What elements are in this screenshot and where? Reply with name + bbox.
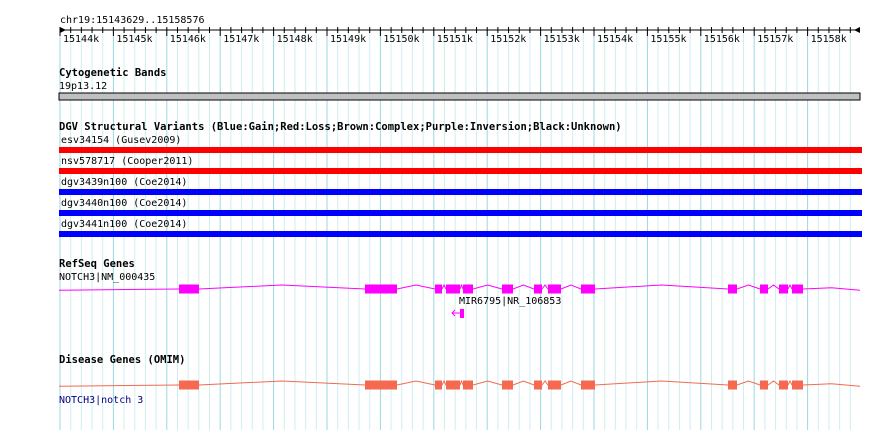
ruler-tick-label: 15152k	[490, 34, 527, 45]
ruler-tick-label: 15153k	[543, 34, 580, 45]
refseq-exon	[179, 284, 199, 294]
dgv-track-title[interactable]: DGV Structural Variants (Blue:Gain;Red:L…	[59, 121, 622, 133]
omim-exon	[365, 380, 397, 390]
ruler-tick-label: 15156k	[703, 34, 740, 45]
ruler-tick-label: 15154k	[597, 34, 634, 45]
refseq-exon	[534, 284, 542, 294]
refseq-exon	[548, 284, 561, 294]
ruler-tick-label: 15155k	[650, 34, 687, 45]
dgv-feature-bar[interactable]	[59, 189, 862, 195]
refseq-exon	[463, 284, 473, 294]
omim-exon	[446, 380, 460, 390]
refseq-exon	[365, 284, 397, 294]
dgv-feature-bar[interactable]	[59, 147, 862, 153]
refseq-exon	[502, 284, 513, 294]
refseq-track-title[interactable]: RefSeq Genes	[59, 258, 135, 270]
ruler-tick-label: 15158k	[810, 34, 847, 45]
ruler-tick-label: 15147k	[223, 34, 260, 45]
dgv-feature-label[interactable]: nsv578717 (Cooper2011)	[61, 156, 194, 167]
cytoband-track-title[interactable]: Cytogenetic Bands	[59, 67, 167, 79]
dgv-feature-label[interactable]: esv34154 (Gusev2009)	[61, 135, 182, 146]
ruler-tick-label: 15148k	[276, 34, 313, 45]
refseq-exon	[792, 284, 803, 294]
dgv-feature-bar[interactable]	[59, 168, 862, 174]
cytoband-label: 19p13.12	[59, 81, 108, 92]
refseq-exon	[779, 284, 788, 294]
omim-exon	[179, 380, 199, 390]
ruler-tick-label: 15145k	[116, 34, 153, 45]
refseq-exon	[446, 284, 460, 294]
ruler-tick-label: 15151k	[436, 34, 473, 45]
omim-exon	[792, 380, 803, 390]
omim-exon	[502, 380, 513, 390]
mir-strand-arrow-icon	[451, 309, 456, 317]
omim-track-title[interactable]: Disease Genes (OMIM)	[59, 354, 186, 366]
range-label: chr19:15143629..15158576	[60, 15, 205, 26]
ruler-arrow-right-icon	[854, 27, 860, 33]
omim-exon	[463, 380, 473, 390]
ruler-tick-label: 15149k	[330, 34, 367, 45]
refseq-exon	[435, 284, 442, 294]
ruler-tick-label: 15146k	[169, 34, 206, 45]
mir-exon	[460, 309, 464, 318]
omim-exon	[760, 380, 768, 390]
omim-exon	[779, 380, 788, 390]
omim-gene-label[interactable]: NOTCH3|notch 3	[59, 395, 144, 406]
refseq-exon	[581, 284, 595, 294]
omim-exon	[728, 380, 737, 390]
refseq-exon	[728, 284, 737, 294]
ruler-arrow-left-icon	[60, 27, 66, 33]
ruler-tick-label: 15150k	[383, 34, 420, 45]
dgv-feature-label[interactable]: dgv3439n100 (Coe2014)	[61, 177, 188, 188]
ruler-tick-label: 15144k	[63, 34, 100, 45]
omim-exon	[581, 380, 595, 390]
dgv-feature-bar[interactable]	[59, 210, 862, 216]
dgv-feature-label[interactable]: dgv3440n100 (Coe2014)	[61, 198, 188, 209]
omim-exon	[548, 380, 561, 390]
dgv-feature-bar[interactable]	[59, 231, 862, 237]
cytoband-bar	[58, 92, 861, 101]
omim-exon	[534, 380, 542, 390]
dgv-feature-label[interactable]: dgv3441n100 (Coe2014)	[61, 219, 188, 230]
omim-exon	[435, 380, 442, 390]
refseq-gene-label[interactable]: NOTCH3|NM_000435	[59, 272, 156, 283]
ruler-tick-label: 15157k	[757, 34, 794, 45]
refseq-exon	[760, 284, 768, 294]
mir-gene-label[interactable]: MIR6795|NR_106853	[459, 296, 562, 307]
